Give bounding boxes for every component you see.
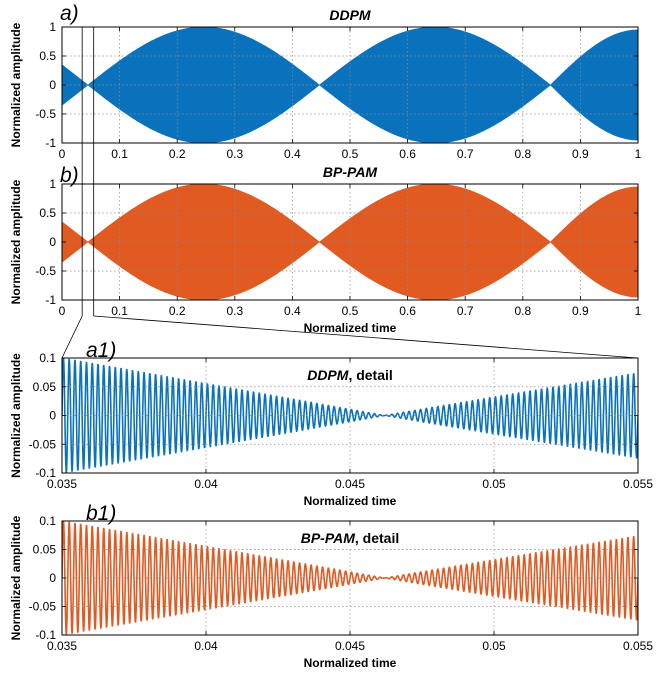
x-tick-label: 0.05 (482, 477, 506, 491)
x-tick-label: 0.5 (342, 147, 359, 161)
panel-title: DDPM (329, 7, 371, 23)
x-tick-label: 0.3 (226, 304, 243, 318)
y-tick-label: 0 (49, 409, 56, 423)
x-tick-label: 0.9 (572, 304, 589, 318)
y-tick-label: -1 (45, 136, 56, 150)
y-tick-label: 0 (49, 571, 56, 585)
y-tick-label: 0 (49, 78, 56, 92)
x-tick-label: 0.055 (623, 639, 653, 653)
x-tick-label: 0.1 (111, 147, 128, 161)
panel-title-name: BP-PAM (323, 164, 378, 180)
x-tick-label: 0.8 (514, 304, 531, 318)
x-tick-label: 1 (635, 304, 642, 318)
y-axis-label: Normalized amplitude (9, 353, 23, 478)
panel-tag: b) (60, 164, 79, 187)
x-tick-label: 0.7 (457, 304, 474, 318)
panel-title-name: DDPM (329, 7, 371, 23)
y-tick-label: 0.05 (33, 380, 57, 394)
panel-title-suffix: , detail (355, 530, 399, 546)
y-tick-label: -0.5 (35, 264, 56, 278)
panel-title: DDPM, detail (307, 367, 393, 383)
y-tick-label: 0.1 (39, 514, 56, 528)
panel-tag: b1) (86, 502, 116, 525)
x-tick-label: 0.04 (194, 477, 218, 491)
y-tick-label: -0.05 (29, 600, 57, 614)
y-axis-label: Normalized amplitude (9, 22, 23, 147)
x-tick-label: 1 (635, 147, 642, 161)
y-tick-label: -0.1 (35, 628, 56, 642)
x-axis-label: Normalized time (304, 494, 397, 508)
x-tick-label: 0.045 (335, 639, 365, 653)
panel-b1: 0.035 0.04 0.045 0.05 0.055 -0.1 -0.05 0 0.05 0.1… (9, 502, 653, 670)
x-tick-label: 0.6 (399, 304, 416, 318)
x-tick-label: 0.3 (226, 147, 243, 161)
y-tick-label: -0.1 (35, 466, 56, 480)
panel-a: 0 0.1 0.2 0.3 0.4 0.5 0.6 0.7 0.8 0.9 1 -1 -0.5 0 0.5 1… (9, 2, 642, 161)
x-tick-label: 0.035 (47, 477, 77, 491)
title-backdrop (303, 366, 397, 384)
y-tick-label: 0.5 (39, 49, 56, 63)
x-tick-label: 0.2 (169, 147, 186, 161)
x-tick-label: 0.5 (342, 304, 359, 318)
x-tick-label: 0.035 (47, 639, 77, 653)
y-tick-label: 0.1 (39, 351, 56, 365)
y-axis-label: Normalized amplitude (9, 179, 23, 304)
x-tick-label: 0.1 (111, 304, 128, 318)
panel-title: BP-PAM, detail (301, 530, 400, 546)
panel-tag: a1) (86, 339, 116, 362)
x-tick-label: 0 (59, 304, 66, 318)
x-tick-label: 0.045 (335, 477, 365, 491)
x-tick-label: 0.9 (572, 147, 589, 161)
y-tick-label: -0.05 (29, 437, 57, 451)
y-tick-label: 1 (49, 20, 56, 34)
zoom-line-right-diag (93, 315, 639, 359)
panel-title-name: DDPM (307, 367, 349, 383)
x-tick-label: 0.7 (457, 147, 474, 161)
y-tick-label: -0.5 (35, 107, 56, 121)
x-tick-label: 0.05 (482, 639, 506, 653)
y-tick-label: 1 (49, 177, 56, 191)
x-tick-label: 0.6 (399, 147, 416, 161)
panel-title: BP-PAM (323, 164, 378, 180)
x-tick-label: 0.055 (623, 477, 653, 491)
y-tick-label: 0.05 (33, 543, 57, 557)
y-tick-label: 0 (49, 235, 56, 249)
x-axis-label: Normalized time (304, 321, 397, 335)
y-tick-label: -1 (45, 293, 56, 307)
x-tick-label: 0.2 (169, 304, 186, 318)
panel-tag: a) (60, 2, 79, 25)
zoom-line-left-diag (61, 315, 83, 359)
panel-b: 0 0.1 0.2 0.3 0.4 0.5 0.6 0.7 0.8 0.9 1 -1 -0.5 0 0.5 1… (9, 164, 642, 335)
x-axis-label: Normalized time (304, 656, 397, 670)
panel-title-suffix: , detail (348, 367, 392, 383)
x-tick-label: 0.04 (194, 639, 218, 653)
x-tick-label: 0.4 (284, 304, 301, 318)
title-backdrop (296, 529, 404, 547)
y-axis-label: Normalized amplitude (9, 515, 23, 640)
panel-a1: 0.035 0.04 0.045 0.05 0.055 -0.1 -0.05 0 0.05 0.1… (9, 339, 653, 508)
y-tick-label: 0.5 (39, 206, 56, 220)
x-tick-label: 0.4 (284, 147, 301, 161)
x-tick-label: 0 (59, 147, 66, 161)
zoom-indicator (61, 27, 639, 359)
panel-title-name: BP-PAM (301, 530, 356, 546)
x-tick-label: 0.8 (514, 147, 531, 161)
